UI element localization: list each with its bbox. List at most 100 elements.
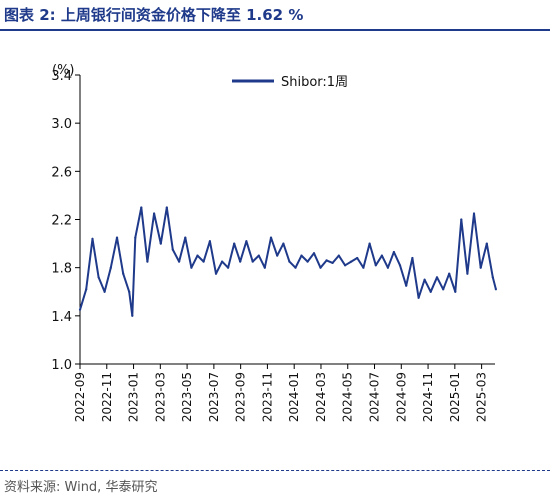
x-tick-label: 2022-11 — [100, 372, 114, 422]
data-point — [159, 242, 162, 245]
data-point — [386, 266, 389, 269]
data-point — [140, 206, 143, 209]
data-point — [319, 266, 322, 269]
data-point — [374, 264, 377, 267]
data-point — [362, 266, 365, 269]
data-point — [115, 236, 119, 239]
y-axis-unit-label: (%) — [52, 63, 75, 78]
data-point — [472, 212, 476, 215]
data-point — [122, 272, 125, 275]
data-point — [153, 212, 156, 215]
data-point — [325, 259, 328, 262]
y-tick-label: 2.2 — [51, 214, 72, 229]
x-tick-label: 2022-09 — [73, 372, 87, 422]
data-point — [227, 266, 230, 269]
data-point — [466, 272, 469, 275]
data-point — [269, 236, 273, 239]
legend-label: Shibor:1周 — [281, 75, 348, 90]
source-divider — [0, 470, 550, 471]
x-tick-label: 2023-11 — [260, 372, 274, 422]
data-point — [460, 218, 463, 221]
x-tick-label: 2023-03 — [153, 372, 167, 422]
data-point — [165, 206, 168, 209]
x-axis-ticks: 2022-09 2022-11 2023-01 2023-03 2023-05 2023-… — [73, 364, 489, 422]
data-point — [263, 266, 266, 269]
x-tick-label: 2024-05 — [341, 372, 355, 422]
data-point — [435, 276, 439, 279]
data-point — [208, 240, 211, 243]
data-point — [134, 236, 137, 239]
data-point — [257, 254, 260, 257]
data-point — [485, 242, 488, 245]
x-tick-label: 2024-09 — [394, 372, 408, 422]
data-point — [448, 272, 451, 275]
figure-title-bar: 图表 2: 上周银行间资金价格下降至 1.62 % — [0, 0, 550, 31]
x-tick-label: 2024-03 — [314, 372, 328, 422]
data-point — [491, 276, 494, 279]
data-point — [190, 266, 193, 269]
series-line-0 — [79, 206, 497, 317]
data-point — [411, 256, 414, 260]
data-point — [312, 252, 316, 255]
data-point — [78, 308, 82, 311]
data-point — [306, 260, 309, 263]
data-point — [196, 254, 199, 257]
data-point — [146, 260, 149, 263]
data-point — [251, 260, 254, 263]
data-point — [380, 254, 383, 257]
series-lines — [78, 206, 497, 317]
x-tick-label: 2023-07 — [207, 372, 221, 422]
data-point — [479, 266, 482, 269]
source-note: 资料来源: Wind, 华泰研究 — [4, 480, 158, 495]
title-divider — [0, 29, 550, 31]
data-point — [331, 261, 334, 264]
data-point — [85, 288, 88, 291]
x-tick-label: 2024-07 — [368, 372, 382, 422]
data-point — [442, 288, 445, 291]
data-point — [356, 256, 359, 260]
data-point — [300, 254, 303, 257]
data-point — [131, 314, 134, 317]
x-tick-label: 2024-01 — [287, 372, 301, 422]
data-point — [202, 260, 205, 263]
data-point — [233, 242, 236, 245]
data-point — [423, 278, 426, 281]
data-point — [494, 288, 497, 291]
chart-legend: Shibor:1周 — [232, 75, 348, 90]
data-point — [350, 260, 353, 263]
data-point — [239, 260, 242, 263]
data-point — [398, 264, 402, 267]
data-point — [109, 266, 112, 269]
data-point — [171, 248, 174, 251]
data-point — [429, 290, 432, 293]
data-point — [221, 260, 224, 263]
x-tick-label: 2023-01 — [127, 372, 141, 422]
data-point — [103, 290, 106, 293]
data-point — [368, 242, 371, 245]
data-point — [128, 290, 131, 293]
data-point — [282, 242, 285, 245]
y-tick-label: 1.0 — [51, 358, 72, 373]
data-point — [288, 260, 291, 263]
data-point — [294, 266, 297, 269]
data-point — [454, 290, 457, 293]
data-point — [417, 296, 420, 299]
data-point — [337, 254, 340, 257]
data-point — [214, 272, 218, 275]
y-tick-label: 1.8 — [51, 262, 72, 277]
data-point — [184, 236, 187, 239]
y-tick-label: 2.6 — [51, 165, 72, 180]
data-point — [178, 260, 181, 263]
y-tick-label: 3.0 — [51, 117, 72, 132]
data-point — [392, 250, 395, 254]
x-tick-label: 2023-05 — [180, 372, 194, 422]
data-point — [405, 284, 408, 287]
y-axis-ticks: 1.0 1.4 1.8 2.2 2.6 3.0 3.4 — [51, 69, 80, 373]
data-point — [276, 254, 279, 257]
x-tick-label: 2024-11 — [421, 372, 435, 422]
y-tick-label: 3.4 — [51, 69, 72, 84]
data-point — [245, 240, 248, 243]
data-point — [91, 237, 94, 240]
y-tick-label: 1.4 — [51, 310, 72, 325]
data-point — [344, 264, 347, 267]
